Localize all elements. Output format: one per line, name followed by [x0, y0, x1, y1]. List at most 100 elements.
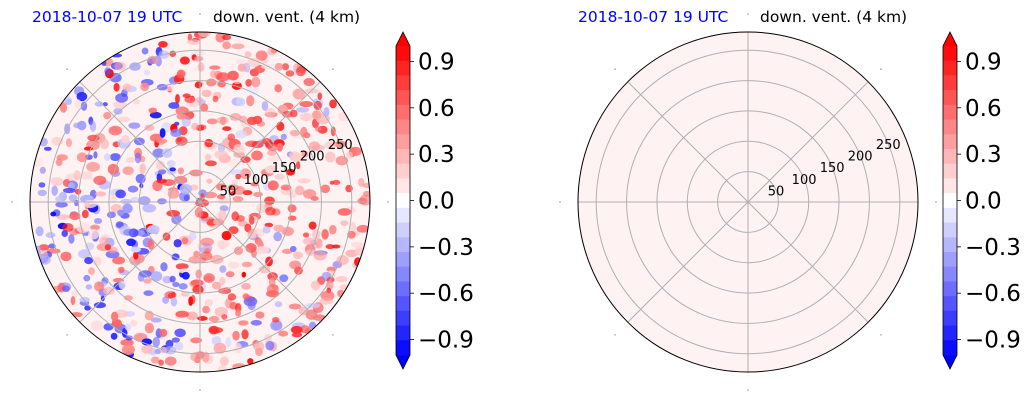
left-field-cell [197, 62, 205, 72]
left-field-cell [88, 267, 95, 275]
left-field-cell [235, 129, 247, 139]
left-field-cell [93, 302, 106, 309]
left-field-cell [239, 168, 252, 180]
left-colorbar-outline [395, 31, 411, 370]
left-field-cell [346, 151, 353, 159]
left-field-cell [127, 185, 139, 193]
right-colorbar-level [943, 178, 957, 194]
left-field-cell [222, 34, 232, 41]
left-field-cell [114, 61, 126, 71]
left-field-cell [299, 101, 313, 108]
left-field-cell [289, 129, 300, 137]
left-field-cell [237, 63, 247, 72]
left-field-cell [214, 150, 228, 159]
left-field-cell [204, 138, 214, 148]
left-field-cell [244, 51, 252, 58]
left-grid-spoke-45 [199, 81, 321, 203]
left-colorbar-label: 0.6 [418, 96, 455, 122]
left-field-cell [166, 160, 176, 167]
left-field-cell [216, 194, 226, 200]
right-title-date: 2018-10-07 19 UTC [578, 8, 729, 26]
left-field-cell [350, 221, 357, 232]
left-field-cell [289, 109, 298, 118]
left-field-cell [208, 325, 219, 335]
right-colorbar-level [943, 222, 957, 238]
left-field-cell [141, 344, 153, 354]
left-field-cell [179, 56, 190, 65]
left-field-cell [147, 239, 155, 250]
left-colorbar-level [396, 90, 410, 106]
left-field-cell [354, 247, 367, 256]
left-field-cell [335, 275, 348, 283]
left-field-cell [255, 311, 265, 319]
left-field-cell [329, 180, 335, 185]
left-field-cell [169, 167, 176, 172]
left-field-cell [122, 203, 133, 214]
right-radial-tick-50: 50 [768, 184, 785, 199]
left-field-cell [362, 182, 370, 189]
left-field-cell [90, 224, 101, 231]
left-field-cell [315, 238, 323, 249]
left-field-cell [339, 284, 351, 290]
left-field-cell [71, 290, 79, 297]
left-field-cell [76, 152, 88, 163]
left-angular-tick-dot [66, 334, 68, 336]
left-field-cell [195, 269, 202, 279]
left-field-cell [266, 290, 280, 298]
right-colorbar-level [943, 296, 957, 312]
left-field-cell [30, 157, 44, 167]
left-field-cell [347, 230, 356, 239]
left-field-cell [51, 185, 59, 196]
left-colorbar: 0.9 0.6 0.3 0.0 −0.3 −0.6 −0.9 [395, 31, 474, 370]
left-field-cell [122, 83, 132, 92]
left-field-cell [86, 161, 101, 172]
left-field-cell [68, 234, 75, 244]
left-field-cell [155, 138, 168, 144]
left-field-cell [270, 320, 283, 331]
left-field-cell [103, 111, 112, 120]
left-field-cell [155, 160, 166, 171]
left-field-cell [180, 291, 190, 297]
right-colorbar: 0.9 0.6 0.3 0.0 −0.3 −0.6 −0.9 [942, 31, 1021, 370]
left-colorbar-level [396, 104, 410, 121]
left-colorbar-label: 0.3 [418, 142, 455, 168]
left-field-cell [166, 209, 180, 217]
right-colorbar-level [943, 207, 957, 224]
left-field-cell [103, 153, 111, 161]
left-angular-tick-dot [199, 389, 201, 391]
left-field-cell [205, 78, 217, 87]
left-field-cell [278, 330, 289, 337]
left-field-cell [37, 189, 48, 197]
left-field-cell [175, 263, 189, 270]
left-field-cell [289, 245, 297, 253]
left-field-cell [160, 262, 168, 272]
left-field-cell [362, 190, 370, 197]
left-field-cell [70, 296, 76, 306]
left-field-cell [62, 285, 70, 293]
left-field-cell [241, 261, 253, 268]
right-colorbar-label: 0.0 [965, 189, 1002, 215]
left-field-cell [242, 190, 253, 196]
left-field-cell [264, 108, 276, 118]
left-field-cell [314, 126, 322, 132]
left-field-cell [238, 320, 249, 326]
left-field-cell [301, 150, 309, 158]
left-field-cell [186, 311, 198, 321]
left-field-cell [109, 153, 121, 162]
left-field-cell [357, 197, 368, 205]
left-field-cell [193, 56, 204, 62]
left-field-cell [190, 337, 203, 344]
left-field-cell [117, 116, 131, 123]
right-colorbar-level [943, 60, 957, 77]
left-field-cell [330, 126, 336, 137]
left-colorbar-level [396, 266, 410, 283]
left-field-cell [141, 47, 149, 55]
left-field-cell [325, 244, 335, 250]
left-field-cell [222, 126, 232, 131]
right-colorbar-level [943, 46, 957, 62]
left-field-cell [174, 341, 184, 351]
left-field-cell [267, 155, 280, 162]
right-grid-spoke-315 [747, 201, 869, 323]
left-field-cell [256, 203, 267, 214]
right-grid-spoke-225 [627, 201, 749, 323]
